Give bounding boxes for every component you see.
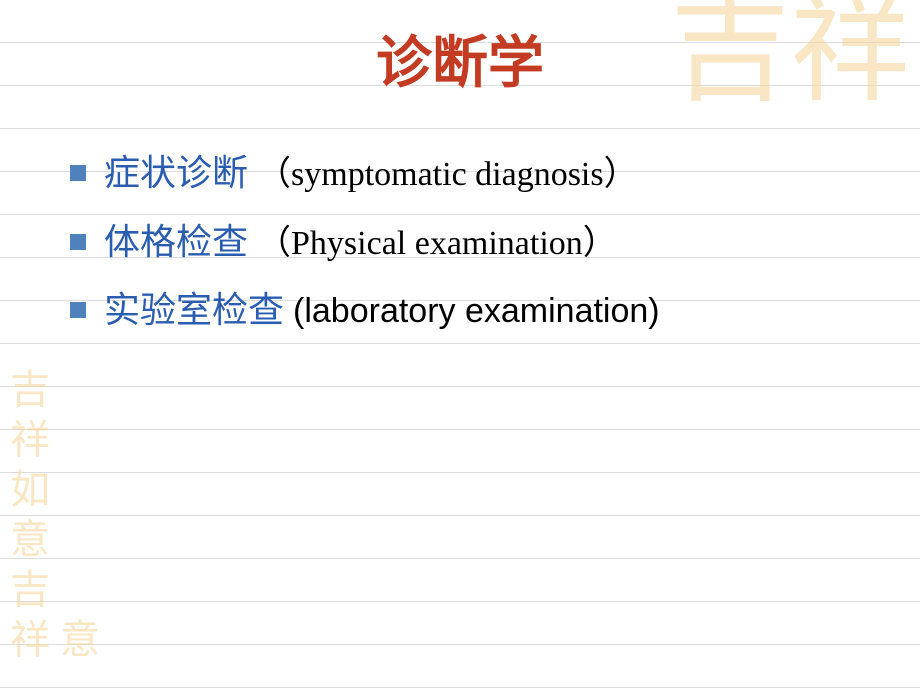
bullet-paren: （symptomatic diagnosis） <box>257 156 638 193</box>
bullet-item: 体格检查 （Physical examination） <box>70 208 880 277</box>
bullet-term: 症状诊断 <box>104 153 248 193</box>
bullet-item: 实验室检查 (laboratory examination) <box>70 276 880 344</box>
bullet-term: 体格检查 <box>104 222 248 262</box>
bullet-paren: (laboratory examination) <box>293 292 660 330</box>
bullet-list: 症状诊断 （symptomatic diagnosis） 体格检查 （Physi… <box>40 139 880 345</box>
slide-title: 诊断学 <box>40 18 880 99</box>
bullet-term: 实验室检查 <box>104 290 284 330</box>
slide: 诊断学 症状诊断 （symptomatic diagnosis） 体格检查 （P… <box>0 0 920 690</box>
bullet-item: 症状诊断 （symptomatic diagnosis） <box>70 139 880 208</box>
bullet-paren: （Physical examination） <box>257 225 617 262</box>
